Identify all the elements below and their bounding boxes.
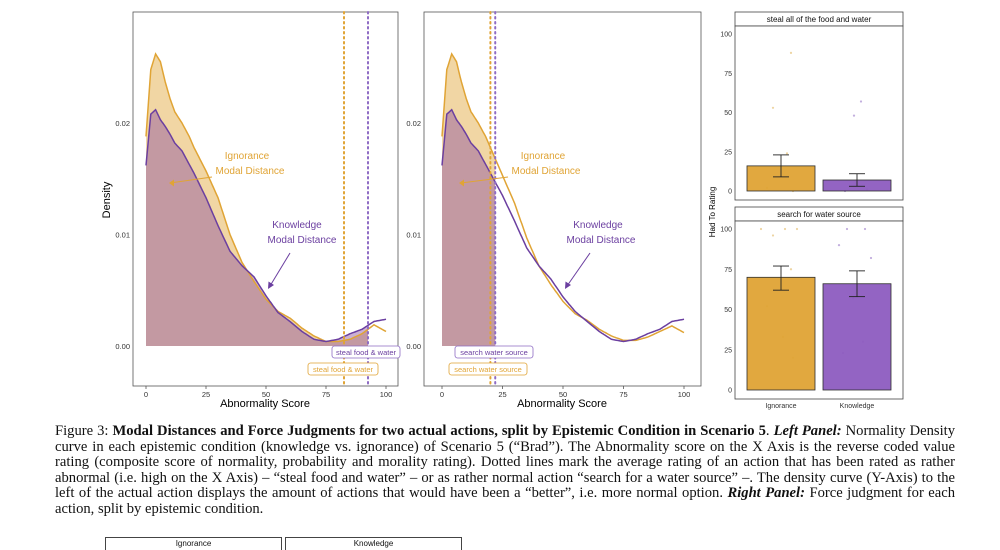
next-facet-knowledge: Knowledge bbox=[285, 537, 462, 550]
svg-text:steal food & water: steal food & water bbox=[336, 348, 397, 357]
svg-text:Ignorance: Ignorance bbox=[225, 151, 270, 162]
y-tick-label: 100 bbox=[720, 227, 732, 234]
y-tick-label: 0 bbox=[728, 388, 732, 395]
x-tick-label: 50 bbox=[262, 390, 270, 399]
ignorance-density-line bbox=[145, 52, 387, 343]
y-tick-label: 25 bbox=[724, 149, 732, 156]
svg-text:search water source: search water source bbox=[460, 348, 528, 357]
ignorance-annotation-1: Ignorance Modal Distance bbox=[169, 151, 285, 187]
jitter-point bbox=[859, 100, 863, 103]
knowledge-density-line bbox=[145, 108, 387, 343]
knowledge-annotation-2: Knowledge Modal Distance bbox=[565, 220, 636, 289]
x-category-label: Knowledge bbox=[840, 403, 875, 410]
x-axis-label-2: Abnormality Score bbox=[517, 398, 607, 410]
density-axis-label: Density bbox=[101, 181, 113, 218]
plot-frame bbox=[423, 11, 702, 387]
svg-text:Knowledge: Knowledge bbox=[573, 220, 623, 231]
knowledge-area bbox=[442, 109, 496, 346]
figure-title: Modal Distances and Force Judgments for … bbox=[112, 423, 766, 439]
jitter-point bbox=[783, 227, 787, 231]
svg-text:Knowledge: Knowledge bbox=[272, 220, 322, 231]
ignorance-annotation-2: Ignorance Modal Distance bbox=[459, 151, 581, 187]
jitter-point bbox=[785, 152, 789, 155]
x-tick-label: 0 bbox=[440, 390, 444, 399]
bar-facet-steal: steal all of the food and water 0 25 50 75 10… bbox=[720, 11, 904, 201]
x-tick-label: 50 bbox=[559, 390, 567, 399]
facet-title: steal all of the food and water bbox=[767, 15, 872, 24]
plot-frame bbox=[132, 11, 399, 387]
action-label-ignorance-steal: steal food & water bbox=[307, 362, 379, 376]
caption-body-left: Normality Density curve in each epistemi… bbox=[55, 423, 955, 502]
y-tick-label: 100 bbox=[720, 32, 732, 39]
jitter-point bbox=[789, 51, 793, 54]
y-tick-label: 0 bbox=[728, 189, 732, 196]
x-tick-label: 25 bbox=[202, 390, 210, 399]
jitter-point bbox=[863, 227, 867, 231]
jitter-point bbox=[845, 227, 849, 231]
action-label-knowledge-steal: steal food & water bbox=[331, 345, 401, 359]
left-panel-label: Left Panel: bbox=[773, 423, 842, 439]
jitter-point bbox=[771, 234, 775, 237]
y-tick-label: 75 bbox=[724, 267, 732, 274]
caption-body-right: Force judgment for each action, split by… bbox=[55, 485, 956, 517]
svg-text:search water source: search water source bbox=[454, 365, 522, 374]
x-category-label: Ignorance bbox=[765, 403, 796, 410]
x-axis-label-1: Abnormality Score bbox=[220, 398, 310, 410]
figure-3: Density Abnormality Score Abnormality Sc… bbox=[101, 11, 904, 410]
jitter-point bbox=[852, 114, 856, 117]
y-tick-label: 75 bbox=[724, 71, 732, 78]
jitter-point bbox=[869, 256, 873, 260]
x-tick-label: 100 bbox=[380, 390, 393, 399]
x-tick-label: 75 bbox=[322, 390, 330, 399]
bar-knowledge bbox=[822, 283, 892, 391]
ignorance-area bbox=[442, 53, 496, 347]
facet-title: search for water source bbox=[777, 210, 861, 219]
y-tick-label: 50 bbox=[724, 307, 732, 314]
bar-ignorance bbox=[746, 276, 816, 391]
jitter-point bbox=[837, 244, 841, 247]
knowledge-annotation-1: Knowledge Modal Distance bbox=[268, 220, 337, 289]
svg-text:Ignorance: Ignorance bbox=[521, 151, 566, 162]
ignorance-density-line bbox=[441, 52, 685, 342]
jitter-point bbox=[789, 268, 793, 271]
svg-text:Modal Distance: Modal Distance bbox=[216, 166, 285, 177]
y-tick-label: 25 bbox=[724, 347, 732, 354]
svg-text:steal food & water: steal food & water bbox=[313, 365, 374, 374]
y-tick-label: 0.00 bbox=[406, 342, 421, 351]
action-label-ignorance-search: search water source bbox=[448, 362, 528, 376]
knowledge-area bbox=[146, 109, 368, 346]
x-tick-label: 25 bbox=[498, 390, 506, 399]
had-to-rating-label: Had To Rating bbox=[708, 187, 717, 238]
jitter-point bbox=[795, 227, 799, 231]
figure-canvas: Density Abnormality Score Abnormality Sc… bbox=[101, 11, 904, 410]
right-panel-label: Right Panel: bbox=[727, 485, 805, 502]
x-tick-label: 100 bbox=[678, 390, 691, 399]
y-tick-label: 50 bbox=[724, 110, 732, 117]
y-tick-label: 0.01 bbox=[406, 231, 421, 240]
density-plot-search: 0 25 50 75 100 0.00 0.01 0.02 bbox=[406, 11, 702, 399]
jitter-point bbox=[759, 227, 763, 231]
figure-caption: Figure 3: Modal Distances and Force Judg… bbox=[55, 423, 956, 517]
next-facet-ignorance: Ignorance bbox=[105, 537, 282, 550]
svg-text:Modal Distance: Modal Distance bbox=[567, 235, 636, 246]
density-plot-steal: 0 25 50 75 100 0.00 0.01 0.02 bbox=[115, 11, 399, 399]
y-tick-label: 0.00 bbox=[115, 342, 130, 351]
figure-label: Figure 3: bbox=[55, 423, 109, 439]
bar-facet-search: search for water source 0 25 50 75 100 Ignoran… bbox=[720, 206, 904, 410]
y-tick-label: 0.01 bbox=[115, 231, 130, 240]
x-tick-label: 0 bbox=[144, 390, 148, 399]
jitter-point bbox=[771, 106, 775, 109]
y-tick-label: 0.02 bbox=[406, 119, 421, 128]
ignorance-area bbox=[146, 53, 368, 347]
svg-text:Modal Distance: Modal Distance bbox=[512, 166, 581, 177]
svg-text:Modal Distance: Modal Distance bbox=[268, 235, 337, 246]
knowledge-density-line bbox=[441, 108, 685, 343]
y-tick-label: 0.02 bbox=[115, 119, 130, 128]
action-label-knowledge-search: search water source bbox=[454, 345, 534, 359]
x-tick-label: 75 bbox=[619, 390, 627, 399]
